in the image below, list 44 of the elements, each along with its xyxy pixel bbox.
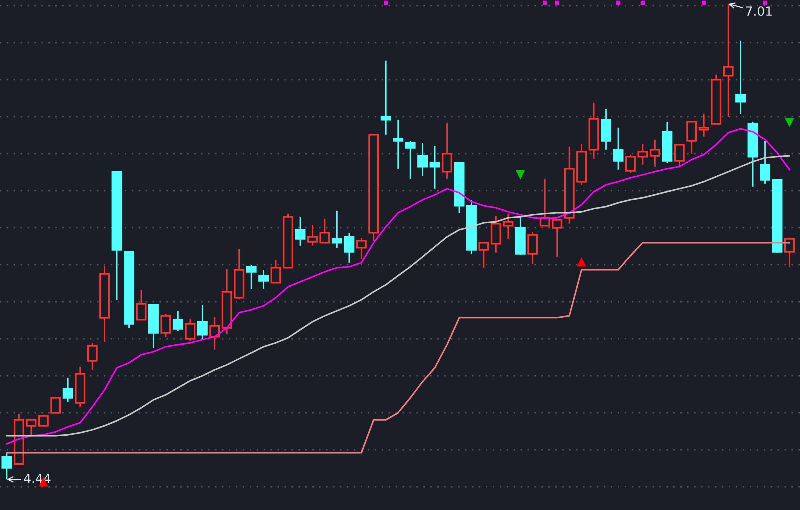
candlestick [442,122,453,180]
candlestick [418,142,428,177]
point [577,257,586,267]
point [516,170,526,180]
candlestick [698,113,710,138]
annotation: 4.44 [24,474,51,484]
candlestick [172,310,184,332]
candlestick [246,264,257,290]
candlestick [613,127,624,171]
candlestick [650,139,660,168]
point [543,0,548,6]
candlestick [50,396,62,414]
candlestick [686,121,698,155]
candlestick [62,377,74,403]
candlestick [405,140,416,180]
candlestick [258,269,270,290]
candlestick [197,304,208,340]
candlestick [210,316,220,351]
point [763,0,768,6]
candlestick [674,143,685,167]
candlestick [356,237,367,260]
candlestick [380,60,392,136]
candlestick [38,414,49,427]
candlestick [136,289,147,321]
candlestick [736,40,746,115]
point [702,0,706,6]
candlestick [601,108,612,151]
point [785,118,794,128]
candlestick [2,452,12,480]
annotation: 7.01 [746,6,772,16]
candlestick [478,242,490,269]
point [640,0,646,6]
candlestick [528,231,538,265]
point [555,0,560,6]
candlestick [87,342,98,371]
point [384,0,388,6]
candlestick [784,238,795,268]
candlestick [393,119,404,170]
candlestick [760,140,771,185]
candlestick [160,313,172,338]
point [616,0,621,6]
candlestick [185,318,196,342]
candlestick [430,145,440,190]
candlestick [295,216,306,247]
